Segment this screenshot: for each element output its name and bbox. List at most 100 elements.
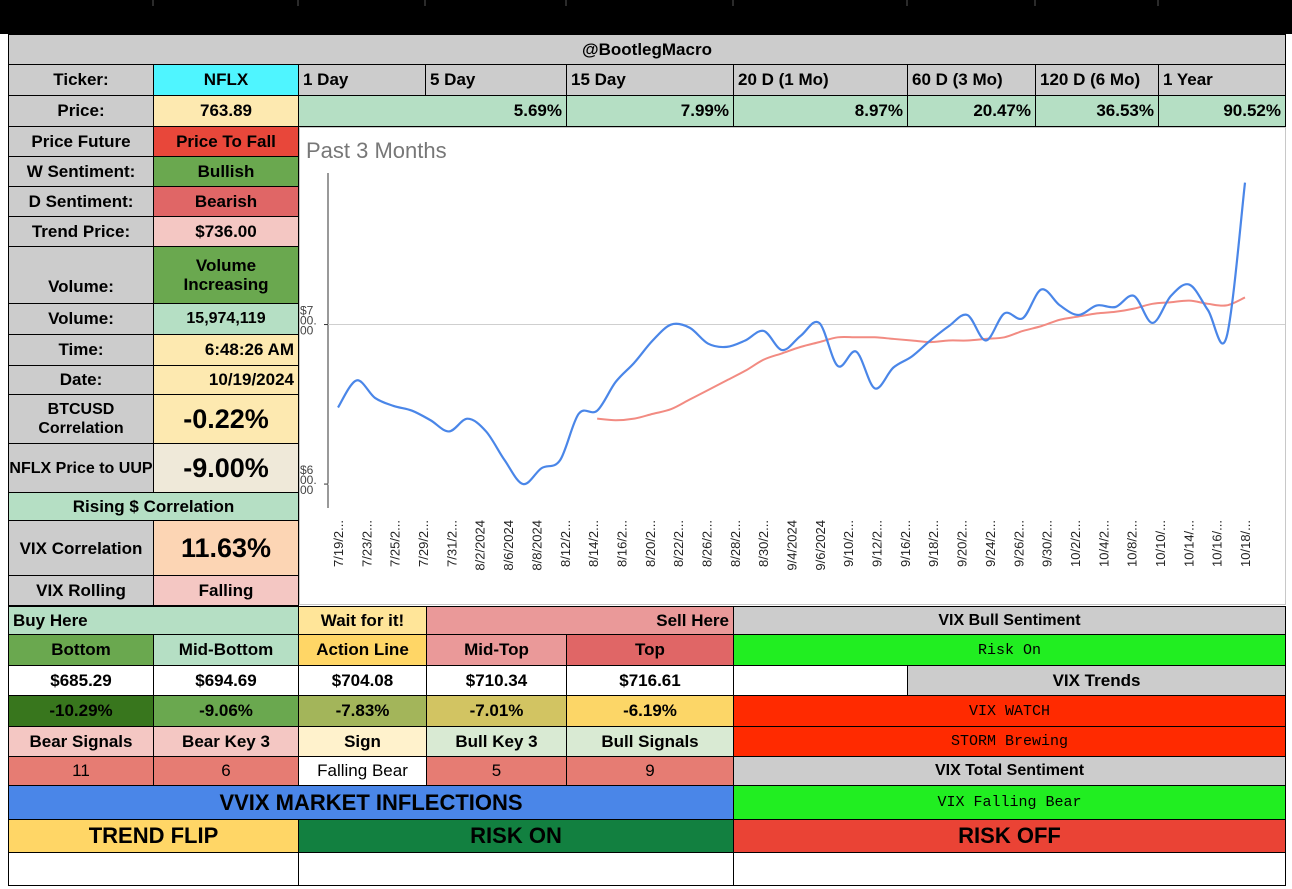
vix-rolling-value: Falling	[154, 576, 299, 606]
signal-header-bear-signals: Bear Signals	[8, 727, 154, 757]
signal-header-sign: Sign	[299, 727, 427, 757]
wait-label: Wait for it!	[299, 606, 427, 635]
return-15-day: 7.99%	[567, 96, 734, 127]
ticker-value[interactable]: NFLX	[154, 65, 299, 96]
ticker-label: Ticker:	[8, 65, 154, 96]
x-tick-label: 7/25/2...	[388, 520, 403, 567]
signal-value-bull-key3: 5	[427, 757, 567, 786]
x-tick-label: 8/20/2...	[643, 520, 658, 567]
x-tick-label: 8/22/2...	[671, 520, 686, 567]
x-tick-label: 8/26/2...	[699, 520, 714, 567]
period-1-day: 1 Day	[299, 65, 426, 96]
x-tick-label: 9/26/2...	[1011, 520, 1026, 567]
uup-correlation-value: -9.00%	[154, 444, 299, 493]
x-tick-label: 9/18/2...	[926, 520, 941, 567]
signal-value-bear-key3: 6	[154, 757, 299, 786]
sheet-header-title: @BootlegMacro	[8, 34, 1286, 65]
y-tick-label: $6	[300, 463, 314, 477]
x-tick-label: 10/14/...	[1181, 520, 1196, 567]
x-tick-label: 8/2/2024	[473, 520, 488, 571]
x-tick-label: 9/12/2...	[870, 520, 885, 567]
return-120-day: 36.53%	[1036, 96, 1159, 127]
time-label: Time:	[8, 335, 154, 366]
w-sentiment-value: Bullish	[154, 157, 299, 187]
return-20-day: 8.97%	[734, 96, 908, 127]
x-tick-label: 7/23/2...	[359, 520, 374, 567]
period-1-year: 1 Year	[1159, 65, 1286, 96]
x-tick-label: 8/28/2...	[728, 520, 743, 567]
level-header-bottom: Bottom	[8, 635, 154, 666]
d-sentiment-label: D Sentiment:	[8, 187, 154, 217]
trend-price-value: $736.00	[154, 217, 299, 247]
signal-value-bull-signals: 9	[567, 757, 734, 786]
x-tick-label: 9/20/2...	[955, 520, 970, 567]
volume-trend-label: Volume:	[8, 247, 154, 304]
y-tick-label: 00	[300, 483, 314, 497]
price-chart[interactable]: Past 3 Months $7 00. 00 $6 00. 00 7/19/2... 7/2…	[299, 127, 1286, 605]
y-tick-label: $7	[300, 304, 314, 318]
return-1-year: 90.52%	[1159, 96, 1286, 127]
x-tick-label: 8/16/2...	[614, 520, 629, 567]
volume-label: Volume:	[8, 304, 154, 335]
level-pct-bottom: -10.29%	[8, 696, 154, 727]
storm-brewing: STORM Brewing	[734, 727, 1286, 757]
vix-total-sentiment-value: VIX Falling Bear	[734, 786, 1286, 820]
signal-header-bear-key3: Bear Key 3	[154, 727, 299, 757]
blank-cell-risk-off[interactable]	[734, 853, 1286, 886]
ma-series-line	[597, 296, 1246, 422]
level-pct-mid-top: -7.01%	[427, 696, 567, 727]
chart-svg: $700.00$600.007/19/2... 7/23/2... 7/25/2..…	[300, 173, 1285, 571]
x-tick-label: 9/10/2...	[841, 520, 856, 567]
blank-cell-risk-on[interactable]	[299, 853, 734, 886]
x-tick-label: 8/12/2...	[558, 520, 573, 567]
x-tick-label: 8/14/2...	[586, 520, 601, 567]
btc-correlation-value: -0.22%	[154, 395, 299, 444]
x-tick-label: 7/29/2...	[416, 520, 431, 567]
period-15-day: 15 Day	[567, 65, 734, 96]
return-60-day: 20.47%	[908, 96, 1036, 127]
d-sentiment-value: Bearish	[154, 187, 299, 217]
risk-off: RISK OFF	[734, 820, 1286, 853]
vix-trends-blank	[734, 666, 908, 696]
x-tick-label: 10/16/...	[1210, 520, 1225, 567]
risk-on: RISK ON	[299, 820, 734, 853]
x-tick-label: 9/4/2024	[785, 520, 800, 571]
x-tick-label: 10/8/2...	[1125, 520, 1140, 567]
vix-total-sentiment-label: VIX Total Sentiment	[734, 757, 1286, 786]
x-tick-label: 9/6/2024	[813, 520, 828, 571]
vix-rolling-label: VIX Rolling	[8, 576, 154, 606]
period-60-day: 60 D (3 Mo)	[908, 65, 1036, 96]
level-price-action-line: $704.08	[299, 666, 427, 696]
blank-cell-trend-flip[interactable]	[8, 853, 299, 886]
level-header-top: Top	[567, 635, 734, 666]
price-future-value: Price To Fall	[154, 127, 299, 157]
x-tick-label: 10/10/...	[1153, 520, 1168, 567]
buy-here-label: Buy Here	[8, 606, 299, 635]
level-price-mid-top: $710.34	[427, 666, 567, 696]
vix-bull-sentiment-value: Risk On	[734, 635, 1286, 666]
x-tick-label: 8/30/2...	[756, 520, 771, 567]
x-tick-label: 10/2/2...	[1068, 520, 1083, 567]
date-value: 10/19/2024	[154, 366, 299, 395]
level-pct-action-line: -7.83%	[299, 696, 427, 727]
y-tick-label: 00.	[300, 473, 317, 487]
vvix-market-inflections: VVIX MARKET INFLECTIONS	[8, 786, 734, 820]
time-value: 6:48:26 AM	[154, 335, 299, 366]
level-price-bottom: $685.29	[8, 666, 154, 696]
period-20-day: 20 D (1 Mo)	[734, 65, 908, 96]
x-tick-label: 8/6/2024	[501, 520, 516, 571]
level-header-mid-bottom: Mid-Bottom	[154, 635, 299, 666]
btc-correlation-label: BTCUSD Correlation	[8, 395, 154, 444]
period-5-day: 5 Day	[426, 65, 567, 96]
period-120-day: 120 D (6 Mo)	[1036, 65, 1159, 96]
window-top-bar	[0, 0, 1292, 34]
price-value: 763.89	[154, 96, 299, 127]
vix-bull-sentiment-label: VIX Bull Sentiment	[734, 606, 1286, 635]
x-tick-label: 9/30/2...	[1040, 520, 1055, 567]
price-future-label: Price Future	[8, 127, 154, 157]
trend-flip: TREND FLIP	[8, 820, 299, 853]
signal-header-bull-signals: Bull Signals	[567, 727, 734, 757]
vix-trends-label: VIX Trends	[908, 666, 1286, 696]
x-tick-label: 7/19/2...	[331, 520, 346, 567]
uup-correlation-label: NFLX Price to UUP	[8, 444, 154, 493]
